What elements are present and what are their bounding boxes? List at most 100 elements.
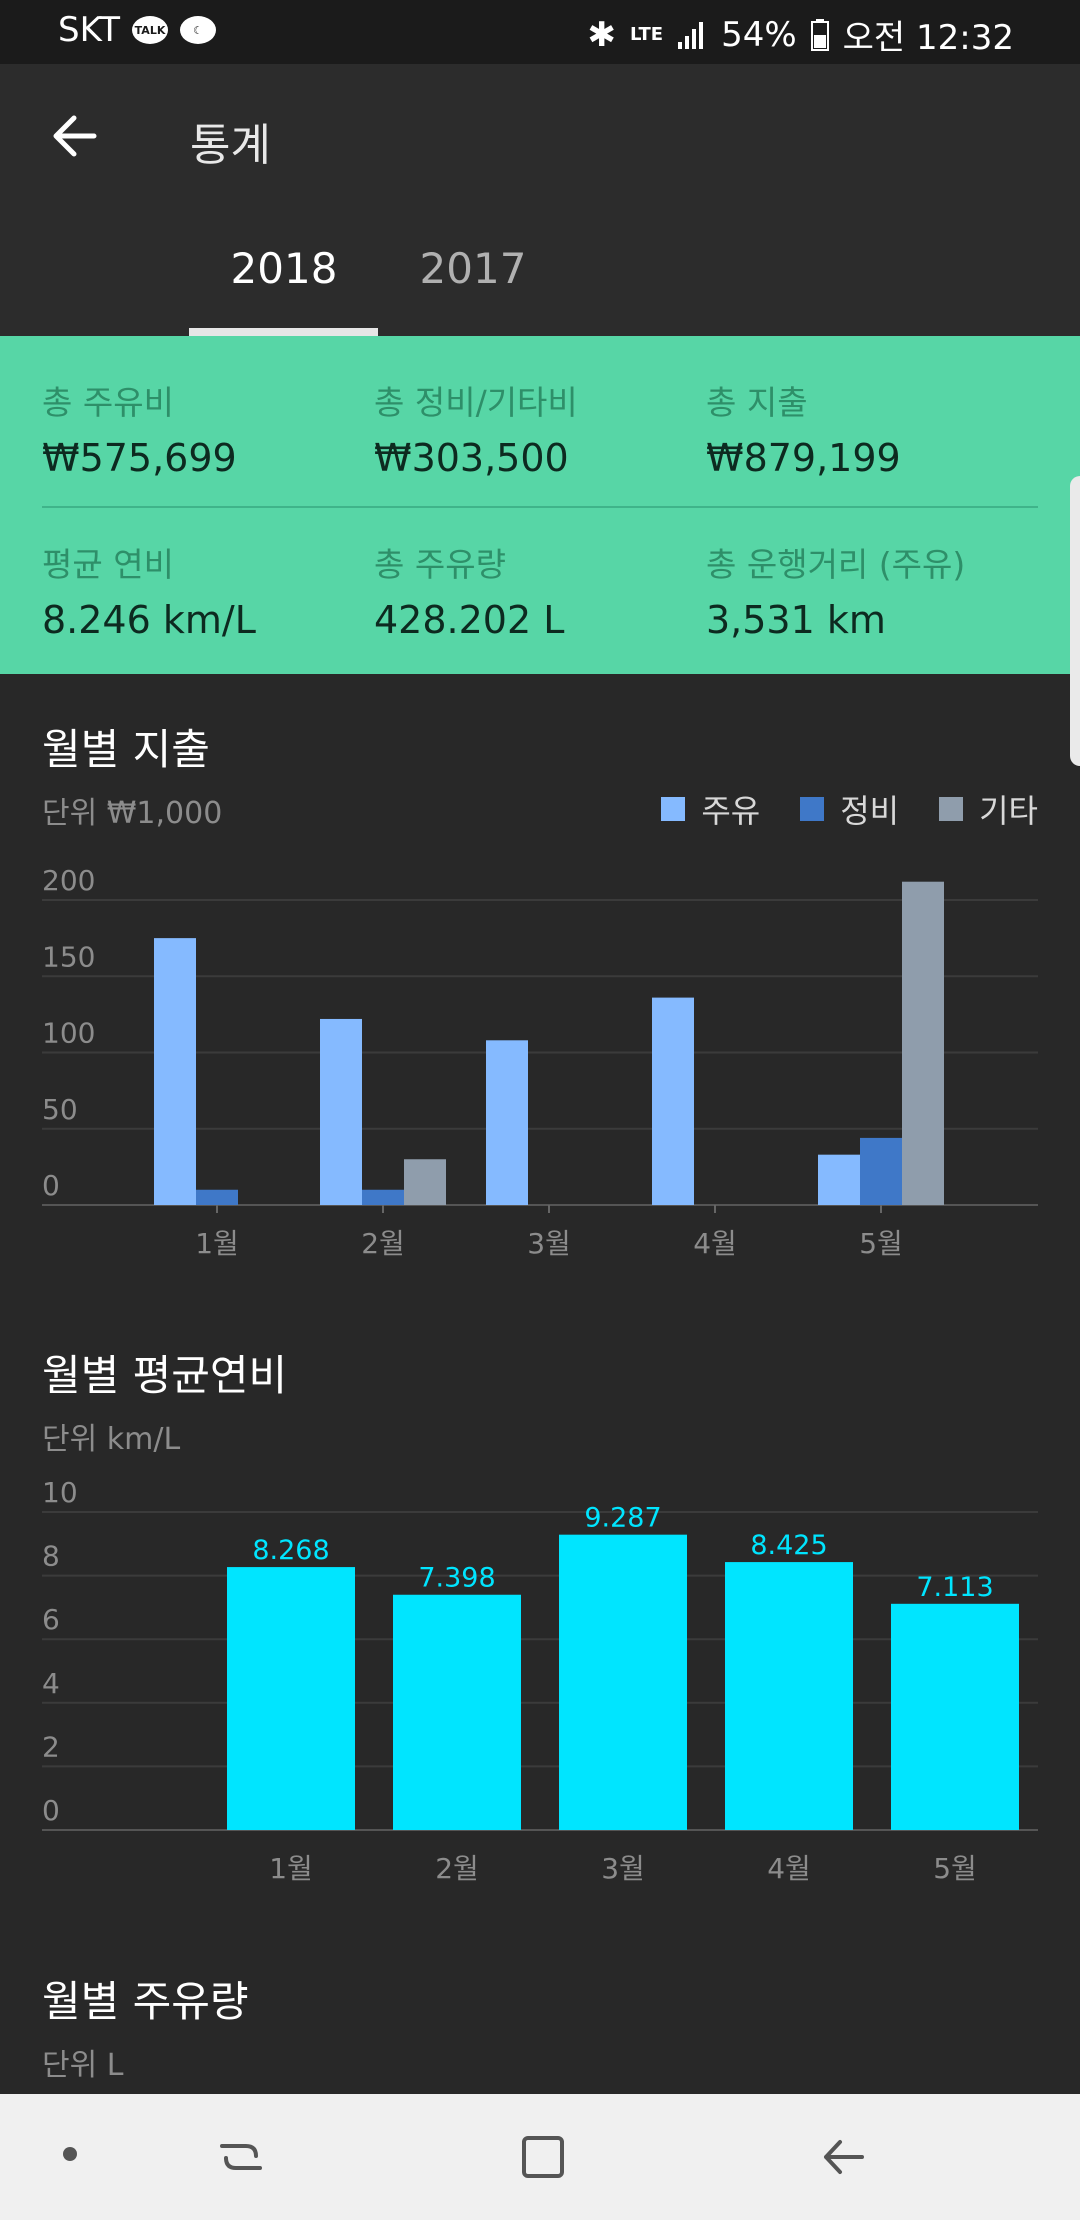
navigation-bar — [0, 2094, 1080, 2220]
bar-maintenance — [196, 1189, 238, 1205]
y-tick-label: 6 — [42, 1603, 60, 1636]
battery-percent: 54% — [721, 14, 797, 55]
y-tick-label: 200 — [42, 864, 95, 897]
x-tick-label: 4월 — [767, 1852, 811, 1885]
bar-efficiency — [559, 1534, 687, 1830]
fuel-quantity-chart-unit: 단위 L — [42, 2048, 124, 2083]
legend-label-other: 기타 — [979, 792, 1038, 830]
data-label: 9.287 — [584, 1503, 661, 1534]
home-icon[interactable] — [518, 2132, 568, 2182]
y-tick-label: 0 — [42, 1794, 60, 1827]
avg-efficiency-stat: 평균 연비 8.246 km/L — [42, 538, 362, 642]
bar-maintenance — [362, 1189, 404, 1205]
x-tick-label: 4월 — [693, 1227, 737, 1260]
efficiency-chart-unit: 단위 km/L — [42, 1422, 181, 1457]
bar-fuel — [652, 997, 694, 1205]
battery-icon — [810, 18, 829, 51]
avg-efficiency-value: 8.246 km/L — [42, 598, 256, 642]
recent-apps-icon[interactable] — [216, 2132, 266, 2182]
fuel-cost-value: ₩575,699 — [42, 436, 237, 480]
distance-label: 총 운행거리 (주유) — [706, 545, 966, 584]
signal-icon — [678, 21, 704, 49]
scroll-handle[interactable] — [1070, 476, 1080, 766]
legend-label-fuel: 주유 — [701, 792, 761, 830]
maintenance-cost-value: ₩303,500 — [374, 436, 569, 480]
spending-chart-unit: 단위 ₩1,000 — [42, 796, 223, 831]
legend-swatch-fuel — [661, 797, 686, 821]
total-spend-label: 총 지출 — [706, 383, 808, 422]
fuel-quantity-value: 428.202 L — [374, 598, 565, 642]
fuel-quantity-label: 총 주유량 — [374, 545, 506, 584]
bar-other — [404, 1159, 446, 1205]
fuel-cost-stat: 총 주유비 ₩575,699 — [42, 376, 362, 480]
distance-value: 3,531 km — [706, 598, 886, 642]
maintenance-cost-stat: 총 정비/기타비 ₩303,500 — [374, 376, 694, 480]
y-tick-label: 4 — [42, 1667, 60, 1700]
carrier-label: SKT — [58, 10, 121, 50]
data-label: 7.398 — [418, 1563, 495, 1594]
spending-legend: 주유 정비 기타 — [639, 786, 1038, 832]
bar-other — [902, 881, 944, 1205]
legend-swatch-maintenance — [800, 797, 825, 821]
y-tick-label: 0 — [42, 1169, 60, 1202]
monthly-efficiency-chart: 0 2 4 6 8 10 8.268 1월 7.398 2월 9.287 3월 8.425 4월 7.113… — [42, 1476, 1038, 1885]
total-spend-value: ₩879,199 — [706, 436, 901, 480]
back-nav-icon[interactable] — [818, 2132, 868, 2182]
avg-efficiency-label: 평균 연비 — [42, 545, 174, 584]
total-spend-stat: 총 지출 ₩879,199 — [706, 376, 1026, 480]
clock: 오전 12:32 — [842, 18, 1014, 58]
bar-fuel — [818, 1154, 860, 1205]
y-tick-label: 100 — [42, 1017, 95, 1050]
bar-fuel — [486, 1040, 528, 1205]
page-title: 통계 — [190, 120, 271, 171]
bar-efficiency — [393, 1594, 521, 1830]
y-tick-label: 2 — [42, 1730, 60, 1763]
bar-efficiency — [227, 1567, 355, 1830]
x-tick-label: 3월 — [601, 1852, 645, 1885]
monthly-spending-chart: 0 50 100 150 200 1월 2월 3월 4월 5월 — [42, 864, 1038, 1260]
legend-item-other: 기타 — [939, 786, 1038, 832]
data-label: 8.268 — [252, 1535, 329, 1566]
efficiency-chart-title: 월별 평균연비 — [42, 1351, 288, 1400]
y-tick-label: 10 — [42, 1476, 78, 1509]
legend-item-fuel: 주유 — [661, 786, 760, 832]
summary-divider — [42, 506, 1038, 508]
tab-2017[interactable]: 2017 — [419, 244, 527, 293]
data-label: 8.425 — [750, 1530, 827, 1561]
bluetooth-icon: ✱ — [587, 14, 616, 55]
x-tick-label: 1월 — [195, 1227, 239, 1260]
bar-efficiency — [725, 1562, 853, 1830]
x-tick-label: 2월 — [435, 1852, 479, 1885]
bar-fuel — [320, 1018, 362, 1205]
x-tick-label: 5월 — [859, 1227, 903, 1260]
x-tick-label: 3월 — [527, 1227, 571, 1260]
fuel-cost-label: 총 주유비 — [42, 383, 174, 422]
kakaotalk-icon: TALK — [132, 16, 169, 44]
status-bar: SKT TALK ☾ ✱ LTE 54% 오전 12:32 — [0, 0, 1080, 64]
tab-indicator — [189, 328, 378, 336]
back-arrow-icon[interactable] — [46, 107, 104, 165]
x-tick-label: 2월 — [361, 1227, 405, 1260]
y-tick-label: 8 — [42, 1540, 60, 1573]
chat-moon-icon: ☾ — [180, 16, 217, 44]
dot-indicator-icon[interactable] — [60, 2144, 80, 2164]
distance-stat: 총 운행거리 (주유) 3,531 km — [706, 538, 1066, 642]
tab-2018[interactable]: 2018 — [230, 244, 338, 293]
data-label: 7.113 — [916, 1572, 993, 1603]
y-tick-label: 50 — [42, 1093, 78, 1126]
x-tick-label: 1월 — [269, 1852, 313, 1885]
app-bar: 통계 2018 2017 — [0, 64, 1080, 336]
legend-item-maintenance: 정비 — [800, 786, 899, 832]
network-type-label: LTE — [629, 24, 664, 45]
bar-efficiency — [891, 1603, 1019, 1830]
x-tick-label: 5월 — [933, 1852, 977, 1885]
summary-panel: 총 주유비 ₩575,699 총 정비/기타비 ₩303,500 총 지출 ₩8… — [0, 336, 1080, 766]
legend-swatch-other — [939, 797, 964, 821]
maintenance-cost-label: 총 정비/기타비 — [374, 383, 578, 422]
spending-chart-title: 월별 지출 — [42, 725, 210, 774]
bar-maintenance — [860, 1137, 902, 1205]
fuel-quantity-chart-title: 월별 주유량 — [42, 1977, 249, 2026]
legend-label-maintenance: 정비 — [840, 792, 900, 830]
bar-fuel — [154, 938, 196, 1205]
y-tick-label: 150 — [42, 940, 95, 973]
